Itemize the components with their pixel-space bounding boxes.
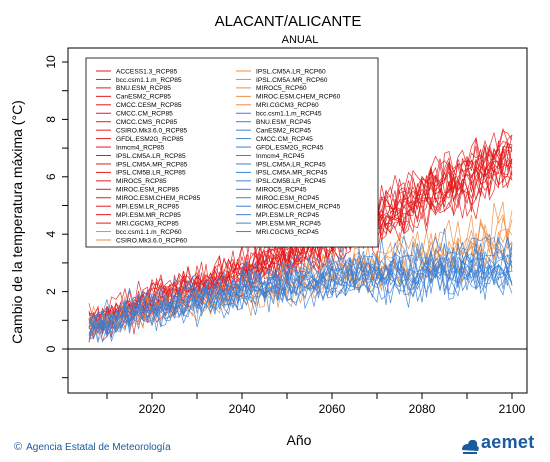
aemet-logo: aemet [459,432,547,456]
plot-frame [67,47,528,394]
series-line-rcp85 [88,145,513,340]
legend-entry: CMCC.CESM_RCP85 [116,102,182,109]
legend-entry: MIROC5_RCP60 [256,85,307,92]
legend-entry: CanESM2_RCP45 [256,127,311,134]
legend-entry: MIROC5_RCP85 [116,178,167,185]
legend-entry: MIROC.ESM_RCP85 [116,187,179,194]
legend-entry: MPI.ESM.LR_RCP85 [116,204,179,211]
series-layer [88,127,513,344]
legend-entry: CSIRO.Mk3.6.0_RCP60 [116,237,187,244]
y-tick-label: 2 [44,288,58,295]
legend-entry: MRI.CGCM3_RCP45 [256,229,319,236]
legend-entry: IPSL.CM5A.LR_RCP60 [256,68,326,75]
legend-frame [85,57,379,248]
legend-entry: CMCC.CM_RCP85 [116,111,173,118]
legend-entry: bcc.csm1.1.m_RCP85 [116,77,182,84]
legend-entry: ACCESS1.3_RCP85 [116,68,178,75]
legend-entry: MIROC.ESM_RCP45 [256,195,319,202]
x-tick-label: 2060 [319,402,346,416]
legend-entry: MIROC.ESM.CHEM_RCP60 [256,94,341,101]
legend-entry: MRI.CGCM3_RCP60 [256,102,319,109]
x-tick-label: 2020 [139,402,166,416]
y-axis-label: Cambio de la temperatura máxima (°C) [9,100,25,344]
legend-entry: BNU.ESM_RCP85 [116,85,171,92]
series-line-rcp60 [88,237,513,336]
legend-entry: MIROC.ESM.CHEM_RCP85 [116,195,201,202]
legend-entry: IPSL.CM5A.LR_RCP45 [256,161,326,168]
legend-entry: CSIRO.Mk3.6.0_RCP85 [116,127,187,134]
legend-entry: BNU.ESM_RCP45 [256,119,311,126]
series-rcp45 [88,228,513,344]
x-tick-label: 2080 [409,402,436,416]
chart-title: ALACANT/ALICANTE [215,13,362,30]
series-line-rcp45 [88,233,513,343]
axes-layer: 0 2 4 6 8 10 2020 2040 2060 2080 2100 [44,47,528,416]
y-tick-label: 6 [44,173,58,180]
y-tick-label: 8 [44,116,58,123]
legend-entry: IPSL.CM5A.MR_RCP45 [256,170,328,177]
legend-entry: MPI.ESM.MR_RCP45 [256,220,321,227]
legend-entry: bcc.csm1.1.m_RCP45 [256,111,322,118]
legend-entry: IPSL.CM5A.MR_RCP85 [116,161,188,168]
credit-footer: © Agencia Estatal de Meteorología [14,441,171,453]
legend-entry: IPSL.CM5A.LR_RCP85 [116,153,186,160]
series-line-rcp85 [88,143,513,330]
legend-entry: MPI.ESM.LR_RCP45 [256,212,319,219]
y-tick-label: 10 [44,55,58,69]
legend-entry: Inmcm4_RCP45 [256,153,305,160]
legend-entry: CMCC.CMS_RCP85 [116,119,178,126]
legend-entry: MRI.CGCM3_RCP85 [116,220,179,227]
legend-entry: MIROC.ESM.CHEM_RCP45 [256,204,341,211]
cloud-icon [462,439,479,454]
legend-entry: Inmcm4_RCP85 [116,144,165,151]
y-tick-label: 0 [44,345,58,352]
copyright-icon: © [14,441,23,453]
legend-entry: CMCC.CM_RCP45 [256,136,313,143]
x-tick-label: 2100 [499,402,526,416]
legend-entry: IPSL.CM5A.MR_RCP60 [256,77,328,84]
series-line-rcp85 [88,134,513,328]
legend-entry: MIROC5_RCP45 [256,187,307,194]
series-line-rcp45 [88,257,513,343]
x-tick-label: 2040 [229,402,256,416]
credit-text: Agencia Estatal de Meteorología [26,442,171,453]
series-line-rcp85 [88,169,513,335]
legend-entry: GFDL.ESM2G_RCP45 [256,144,324,151]
series-line-rcp45 [88,248,513,335]
chart-subtitle: ANUAL [282,34,319,46]
legend-entry: IPSL.CM5B.LR_RCP85 [116,170,186,177]
legend-entry: bcc.csm1.1.m_RCP60 [116,229,182,236]
legend: ACCESS1.3_RCP85bcc.csm1.1.m_RCP85BNU.ESM… [85,57,379,248]
legend-entry: IPSL.CM5B.LR_RCP45 [256,178,326,185]
legend-entry: GFDL.ESM2G_RCP85 [116,136,184,143]
legend-entry: MPI.ESM.MR_RCP85 [116,212,181,219]
series-line-rcp45 [88,251,513,338]
logo-text: aemet [481,432,535,452]
legend-entry: CanESM2_RCP85 [116,94,171,101]
x-axis-label: Año [287,432,312,448]
y-tick-label: 4 [44,231,58,238]
series-line-rcp45 [88,228,513,329]
